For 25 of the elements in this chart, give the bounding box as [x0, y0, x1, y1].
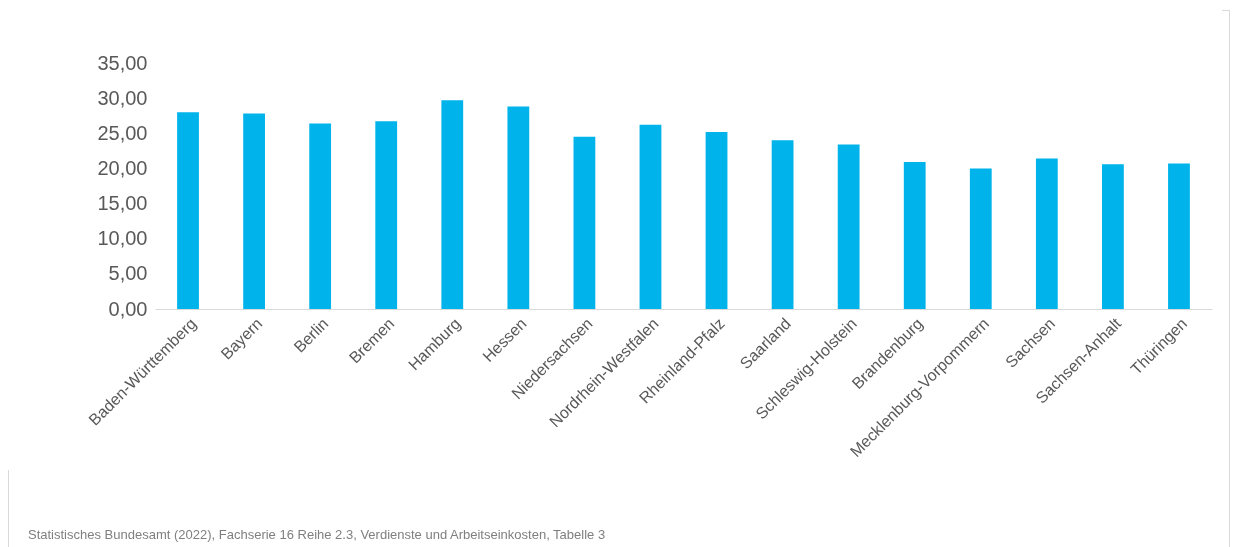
bar: [969, 168, 992, 309]
bar: [771, 140, 794, 309]
bar: [441, 100, 464, 309]
bar: [1102, 164, 1124, 309]
bar: [573, 136, 596, 309]
y-tick-label: 20,00: [97, 156, 148, 179]
text: Statistisches Bundesamt (2022), Fachserie 16 Reihe 2.3, Verdienste und Arbeitseinkosten, Tabelle 3: [28, 527, 606, 542]
bar: [705, 131, 728, 309]
bar: [903, 162, 926, 309]
y-tick-label: 35,00: [97, 51, 148, 74]
y-tick-label: 10,00: [97, 227, 148, 250]
bar: [639, 124, 662, 309]
bar: [375, 121, 398, 309]
y-tick-label: 5,00: [108, 262, 148, 285]
bar: [837, 144, 860, 309]
bar: [243, 113, 265, 309]
y-tick-label: 15,00: [97, 192, 148, 215]
bar: [507, 106, 530, 309]
bar: [1168, 163, 1190, 309]
bar: [177, 112, 199, 309]
bar: [309, 123, 332, 309]
y-tick-label: 25,00: [97, 121, 148, 144]
y-tick-label: 30,00: [97, 86, 148, 109]
y-tick-label: 0,00: [108, 297, 148, 320]
bar: [1035, 158, 1058, 309]
